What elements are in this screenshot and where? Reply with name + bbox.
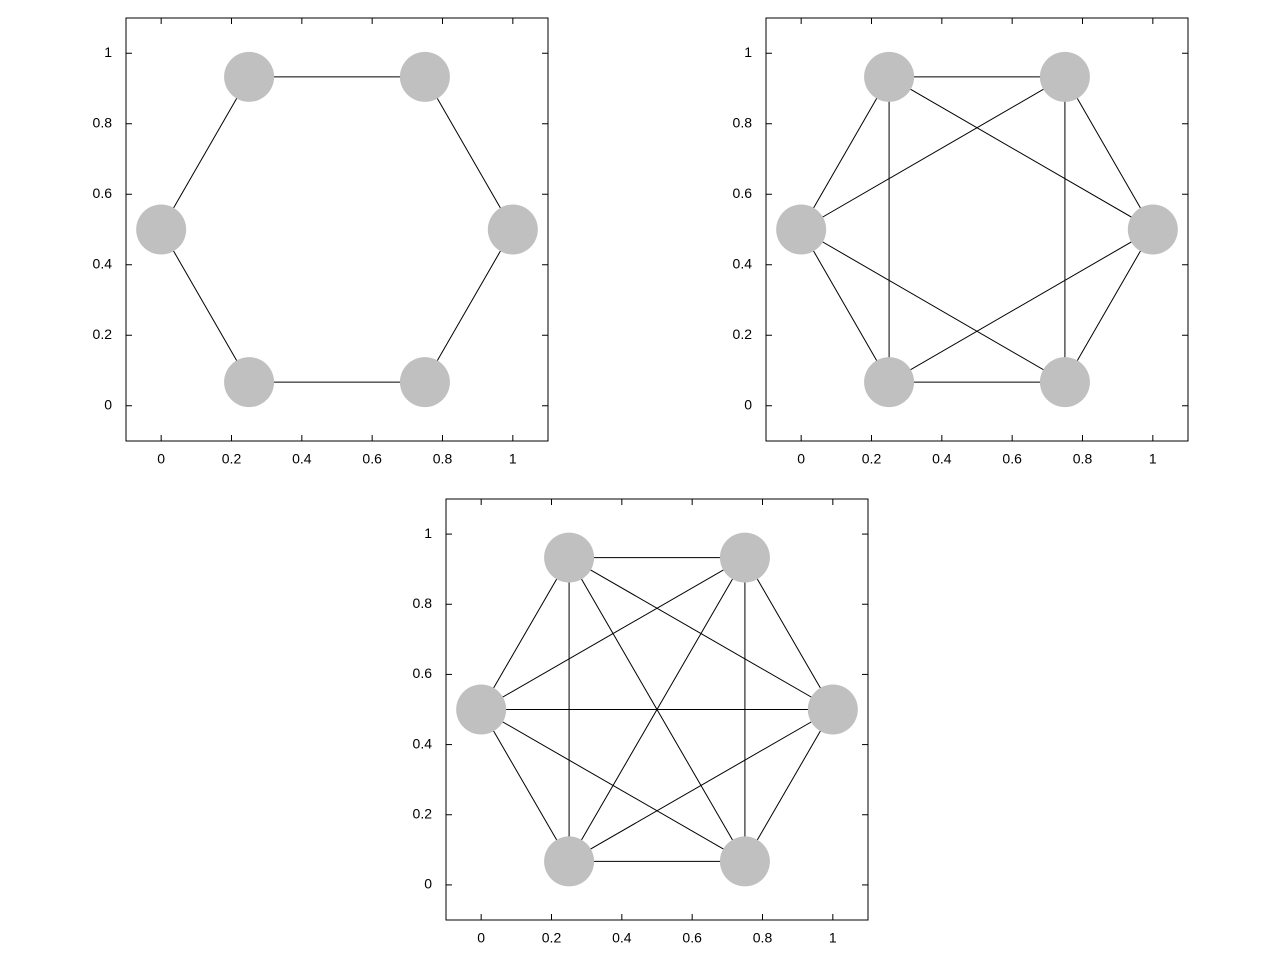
x-tick-label: 0.4 xyxy=(292,451,312,467)
y-tick-label: 0.8 xyxy=(93,114,113,130)
y-tick-label: 0.2 xyxy=(733,326,753,342)
x-tick-label: 0.6 xyxy=(682,930,702,946)
y-tick-label: 0 xyxy=(104,396,112,412)
node xyxy=(864,357,915,408)
x-tick-label: 0.8 xyxy=(1073,451,1093,467)
node xyxy=(544,836,595,887)
node xyxy=(1039,51,1090,102)
plot-frame xyxy=(765,17,1189,442)
x-tick-label: 0.8 xyxy=(433,451,453,467)
node xyxy=(807,684,858,735)
x-tick-label: 0 xyxy=(157,451,165,467)
y-tick-label: 0.4 xyxy=(93,255,113,271)
x-tick-label: 0.8 xyxy=(753,930,773,946)
node xyxy=(1039,357,1090,408)
x-tick-label: 0.4 xyxy=(612,930,632,946)
x-tick-label: 0.2 xyxy=(542,930,562,946)
y-tick-label: 0 xyxy=(424,876,432,892)
node xyxy=(456,684,507,735)
node xyxy=(224,51,275,102)
x-tick-label: 1 xyxy=(1149,451,1157,467)
x-tick-label: 1 xyxy=(509,451,517,467)
edge xyxy=(424,76,514,230)
x-tick-label: 0 xyxy=(797,451,805,467)
y-tick-label: 0.8 xyxy=(733,114,753,130)
node xyxy=(719,836,770,887)
edge xyxy=(800,76,890,230)
node xyxy=(487,204,538,255)
node xyxy=(544,532,595,583)
y-tick-label: 0.4 xyxy=(413,735,433,751)
edge xyxy=(800,76,1066,230)
y-tick-label: 1 xyxy=(744,44,752,60)
edge xyxy=(1064,229,1154,383)
x-tick-label: 0.2 xyxy=(862,451,882,467)
edge xyxy=(480,557,570,710)
x-tick-label: 0.6 xyxy=(1002,451,1022,467)
y-tick-label: 0.2 xyxy=(413,805,433,821)
y-tick-label: 0.2 xyxy=(93,326,113,342)
x-tick-label: 0.2 xyxy=(222,451,242,467)
edge xyxy=(160,76,250,230)
node xyxy=(224,357,275,408)
edge xyxy=(744,557,834,710)
plot-frame xyxy=(125,17,549,442)
edge xyxy=(480,709,570,862)
y-tick-label: 0.6 xyxy=(93,185,113,201)
y-tick-label: 0.4 xyxy=(733,255,753,271)
x-tick-label: 0.6 xyxy=(362,451,382,467)
plot-frame xyxy=(445,498,869,921)
edge xyxy=(800,229,1066,383)
node xyxy=(719,532,770,583)
node xyxy=(864,51,915,102)
y-tick-label: 0.6 xyxy=(733,185,753,201)
node xyxy=(399,357,450,408)
edge xyxy=(424,229,514,383)
node xyxy=(136,204,187,255)
y-tick-label: 1 xyxy=(104,44,112,60)
edge xyxy=(568,709,834,862)
node xyxy=(1127,204,1178,255)
edge xyxy=(160,229,250,383)
x-tick-label: 0 xyxy=(477,930,485,946)
node xyxy=(399,51,450,102)
edge xyxy=(888,229,1154,383)
edge xyxy=(1064,76,1154,230)
edge xyxy=(568,557,746,862)
y-tick-label: 1 xyxy=(424,525,432,541)
edge xyxy=(888,76,1154,230)
y-tick-label: 0.6 xyxy=(413,665,433,681)
y-tick-label: 0 xyxy=(744,396,752,412)
x-tick-label: 0.4 xyxy=(932,451,952,467)
x-tick-label: 1 xyxy=(829,930,837,946)
edge xyxy=(744,709,834,862)
node xyxy=(776,204,827,255)
y-tick-label: 0.8 xyxy=(413,595,433,611)
edge xyxy=(800,229,890,383)
